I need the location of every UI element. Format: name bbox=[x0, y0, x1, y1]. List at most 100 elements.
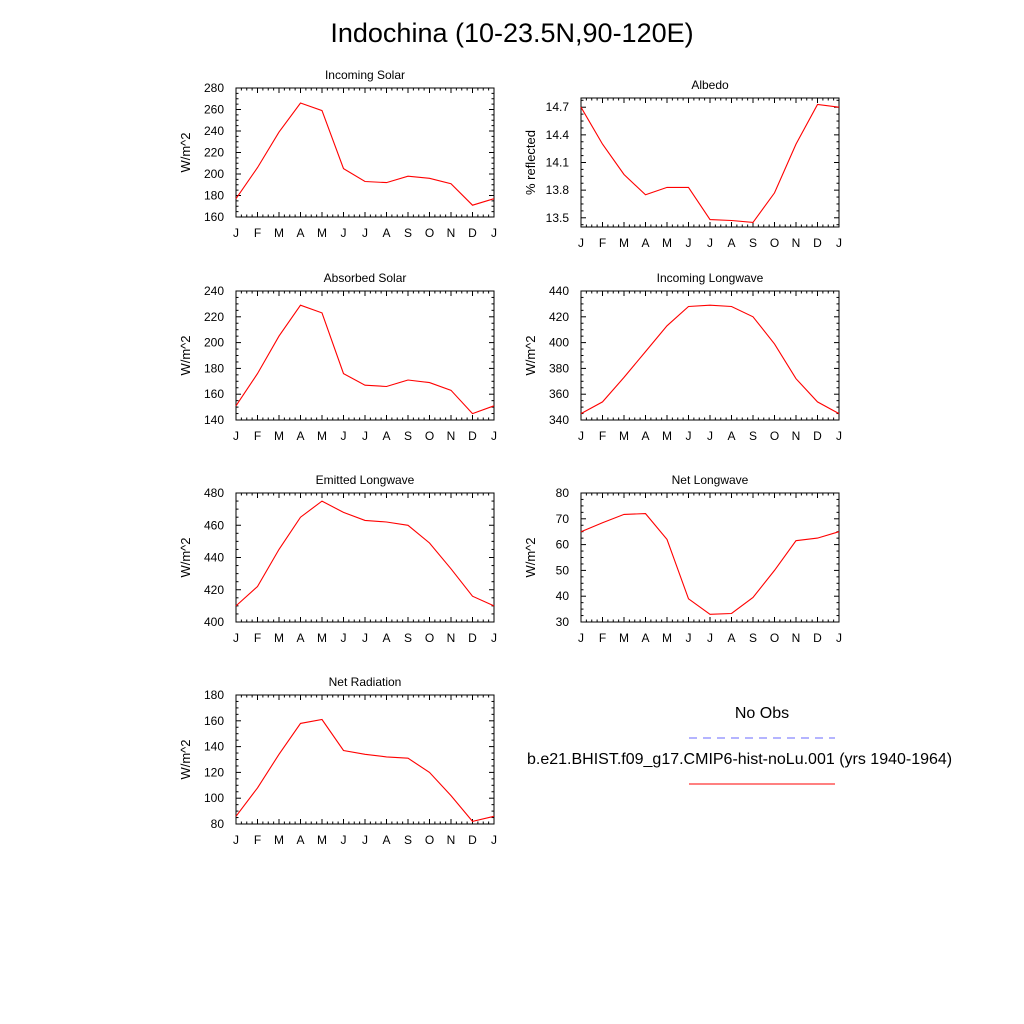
y-tick-label: 140 bbox=[204, 413, 224, 427]
x-tick-label: F bbox=[254, 833, 261, 847]
x-tick-label: F bbox=[254, 429, 261, 443]
plot-frame bbox=[235, 290, 495, 421]
x-tick-label: J bbox=[686, 236, 692, 250]
x-tick-label: M bbox=[274, 833, 284, 847]
x-tick-label: F bbox=[599, 236, 606, 250]
y-tick-label: 50 bbox=[556, 563, 570, 577]
y-tick-label: 460 bbox=[204, 518, 224, 532]
y-tick-label: 420 bbox=[549, 310, 569, 324]
y-tick-label: 360 bbox=[549, 387, 569, 401]
x-tick-label: J bbox=[686, 631, 692, 645]
x-tick-label: O bbox=[770, 236, 779, 250]
x-tick-label: J bbox=[233, 833, 239, 847]
x-tick-label: J bbox=[341, 833, 347, 847]
y-tick-label: 14.1 bbox=[546, 156, 570, 170]
x-tick-label: O bbox=[425, 631, 434, 645]
x-tick-label: J bbox=[341, 429, 347, 443]
x-tick-label: J bbox=[836, 236, 842, 250]
x-tick-label: F bbox=[254, 226, 261, 240]
y-tick-label: 480 bbox=[204, 486, 224, 500]
x-tick-label: A bbox=[382, 429, 390, 443]
x-tick-label: D bbox=[468, 631, 477, 645]
x-tick-label: D bbox=[813, 631, 822, 645]
y-tick-label: 80 bbox=[211, 817, 225, 831]
y-tick-label: 160 bbox=[204, 210, 224, 224]
x-tick-label: J bbox=[341, 226, 347, 240]
y-tick-label: 200 bbox=[204, 167, 224, 181]
y-tick-label: 220 bbox=[204, 310, 224, 324]
x-tick-label: J bbox=[233, 429, 239, 443]
x-tick-label: S bbox=[749, 631, 757, 645]
x-tick-label: A bbox=[296, 833, 304, 847]
y-tick-label: 220 bbox=[204, 146, 224, 160]
x-tick-label: J bbox=[491, 833, 497, 847]
y-tick-label: 340 bbox=[549, 413, 569, 427]
y-tick-label: 160 bbox=[204, 387, 224, 401]
x-tick-label: J bbox=[362, 429, 368, 443]
x-tick-label: J bbox=[707, 631, 713, 645]
x-tick-label: M bbox=[662, 429, 672, 443]
x-tick-label: D bbox=[813, 236, 822, 250]
y-tick-label: 180 bbox=[204, 361, 224, 375]
plot-frame bbox=[580, 97, 840, 228]
y-tick-label: 180 bbox=[204, 688, 224, 702]
panel-title: Net Radiation bbox=[329, 675, 402, 689]
panel-title: Absorbed Solar bbox=[324, 271, 407, 285]
series-line bbox=[235, 102, 495, 206]
series-line bbox=[580, 513, 840, 615]
x-tick-label: J bbox=[491, 631, 497, 645]
x-tick-label: J bbox=[707, 236, 713, 250]
y-tick-label: 400 bbox=[549, 336, 569, 350]
x-tick-label: A bbox=[296, 429, 304, 443]
y-tick-label: 440 bbox=[204, 551, 224, 565]
plot-frame bbox=[580, 492, 840, 623]
x-tick-label: J bbox=[362, 226, 368, 240]
y-axis-label: % reflected bbox=[523, 130, 538, 195]
x-tick-label: A bbox=[727, 429, 735, 443]
x-tick-label: J bbox=[686, 429, 692, 443]
y-tick-label: 100 bbox=[204, 791, 224, 805]
x-tick-label: M bbox=[619, 236, 629, 250]
y-axis-label: W/m^2 bbox=[523, 335, 538, 375]
legend-label-model-run: b.e21.BHIST.f09_g17.CMIP6-hist-noLu.001 … bbox=[527, 751, 953, 768]
x-tick-label: S bbox=[404, 226, 412, 240]
y-tick-label: 240 bbox=[204, 124, 224, 138]
x-tick-label: J bbox=[233, 226, 239, 240]
panel-title: Albedo bbox=[691, 78, 729, 92]
y-axis-label: W/m^2 bbox=[178, 335, 193, 375]
x-tick-label: N bbox=[792, 236, 801, 250]
x-tick-label: N bbox=[792, 429, 801, 443]
series-line bbox=[235, 500, 495, 607]
x-tick-label: S bbox=[404, 631, 412, 645]
x-tick-label: M bbox=[317, 833, 327, 847]
x-tick-label: M bbox=[662, 236, 672, 250]
x-tick-label: D bbox=[813, 429, 822, 443]
x-tick-label: M bbox=[274, 226, 284, 240]
x-tick-label: J bbox=[578, 631, 584, 645]
x-tick-label: A bbox=[296, 226, 304, 240]
x-tick-label: O bbox=[770, 429, 779, 443]
y-tick-label: 80 bbox=[556, 486, 570, 500]
x-tick-label: A bbox=[296, 631, 304, 645]
series-line bbox=[580, 304, 840, 415]
y-tick-label: 13.5 bbox=[546, 211, 570, 225]
x-tick-label: O bbox=[425, 226, 434, 240]
x-tick-label: F bbox=[599, 631, 606, 645]
x-tick-label: M bbox=[619, 631, 629, 645]
x-tick-label: S bbox=[749, 236, 757, 250]
x-tick-label: M bbox=[274, 631, 284, 645]
y-axis-label: W/m^2 bbox=[178, 132, 193, 172]
series-line bbox=[235, 304, 495, 415]
x-tick-label: S bbox=[404, 833, 412, 847]
y-tick-label: 380 bbox=[549, 361, 569, 375]
series-line bbox=[235, 718, 495, 823]
x-tick-label: J bbox=[341, 631, 347, 645]
plot-frame bbox=[235, 87, 495, 218]
page-title: Indochina (10-23.5N,90-120E) bbox=[330, 18, 694, 48]
x-tick-label: M bbox=[662, 631, 672, 645]
x-tick-label: J bbox=[491, 429, 497, 443]
